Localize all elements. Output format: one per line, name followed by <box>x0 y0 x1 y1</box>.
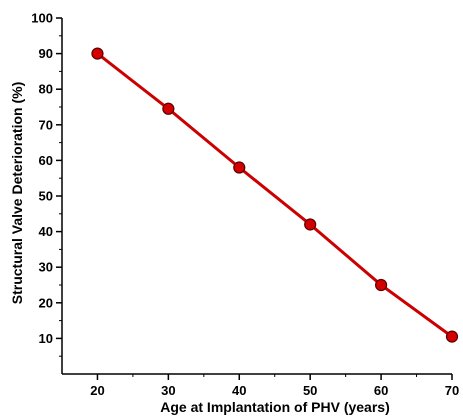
y-ticks: 10 20 30 40 50 60 70 80 90 100 <box>31 11 62 357</box>
data-point <box>304 218 317 231</box>
series-line <box>96 52 453 338</box>
x-tick-label: 20 <box>90 383 104 398</box>
y-tick-label: 50 <box>39 189 53 204</box>
x-tick-label: 70 <box>445 383 459 398</box>
y-axis-title: Structural Valve Deterioration (%) <box>9 82 25 305</box>
x-tick-label: 40 <box>232 383 246 398</box>
y-tick-label: 70 <box>39 117 53 132</box>
data-point <box>162 102 175 115</box>
data-point <box>91 47 104 60</box>
data-point <box>445 330 459 343</box>
x-tick-label: 30 <box>161 383 175 398</box>
x-ticks: 20 30 40 50 60 70 <box>90 374 459 398</box>
y-tick-label: 30 <box>39 260 53 275</box>
y-tick-label: 90 <box>39 46 53 61</box>
data-point <box>374 278 388 292</box>
y-tick-label: 80 <box>39 82 53 97</box>
y-tick-label: 100 <box>31 11 53 26</box>
y-tick-label: 20 <box>39 295 53 310</box>
y-tick-label: 40 <box>39 224 53 239</box>
data-point <box>233 161 246 174</box>
y-tick-label: 60 <box>39 153 53 168</box>
series-layer <box>91 47 459 343</box>
x-tick-label: 60 <box>374 383 388 398</box>
x-tick-label: 50 <box>303 383 317 398</box>
x-axis-title: Age at Implantation of PHV (years) <box>160 399 389 415</box>
y-tick-label: 10 <box>39 331 53 346</box>
